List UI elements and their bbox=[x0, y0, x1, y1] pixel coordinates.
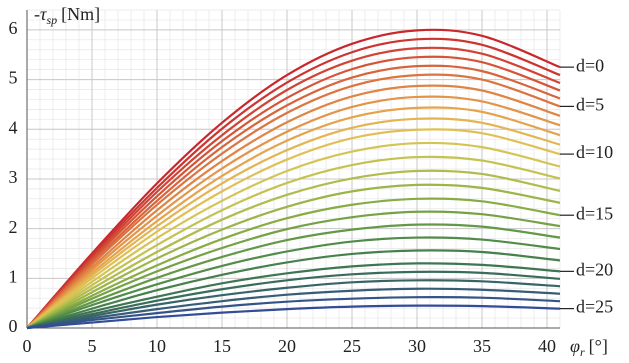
series-line bbox=[26, 128, 561, 329]
series-line bbox=[26, 279, 561, 330]
y-label-unit: [Nm] bbox=[61, 4, 100, 24]
series-label: d=0 bbox=[576, 55, 604, 75]
series-line bbox=[26, 141, 561, 329]
series-line bbox=[26, 106, 561, 329]
y-tick-label: 5 bbox=[9, 68, 18, 88]
series-line bbox=[26, 37, 561, 329]
x-tick-label: 10 bbox=[148, 336, 166, 356]
series-line bbox=[26, 183, 561, 329]
y-tick-label: 1 bbox=[9, 266, 18, 286]
y-label-symbol: -τ bbox=[34, 4, 47, 24]
y-tick-label: 6 bbox=[9, 18, 18, 38]
series-line bbox=[26, 28, 561, 329]
x-tick-label: 15 bbox=[213, 336, 231, 356]
series-line bbox=[26, 304, 561, 330]
y-tick-label: 2 bbox=[9, 217, 18, 237]
series-line bbox=[26, 117, 561, 329]
series-line bbox=[26, 95, 561, 329]
x-tick-label: 5 bbox=[88, 336, 97, 356]
series-line bbox=[26, 223, 561, 330]
series-label: d=25 bbox=[576, 297, 613, 317]
x-tick-label: 25 bbox=[343, 336, 361, 356]
series-label: d=10 bbox=[576, 142, 613, 162]
series-line bbox=[26, 46, 561, 329]
series-line bbox=[26, 55, 561, 329]
x-tick-label: 0 bbox=[23, 336, 32, 356]
series-line bbox=[26, 236, 561, 330]
series-line bbox=[26, 155, 561, 329]
y-label-subscript: sp bbox=[46, 13, 57, 27]
series-line bbox=[26, 84, 561, 329]
series-line bbox=[26, 64, 561, 329]
series-line bbox=[26, 262, 561, 330]
series-label: d=20 bbox=[576, 259, 613, 279]
series-line bbox=[26, 249, 561, 330]
series-label: d=15 bbox=[576, 203, 613, 223]
series-line bbox=[26, 169, 561, 329]
series-line bbox=[26, 296, 561, 330]
x-tick-label: 30 bbox=[408, 336, 426, 356]
x-label-unit: [°] bbox=[589, 336, 608, 356]
x-label-subscript: r bbox=[580, 345, 585, 359]
x-tick-label: 20 bbox=[278, 336, 296, 356]
y-tick-label: 4 bbox=[9, 117, 18, 137]
series-line bbox=[26, 270, 561, 330]
series-line bbox=[26, 287, 561, 330]
y-tick-label: 3 bbox=[9, 167, 18, 187]
series-label: d=5 bbox=[576, 95, 604, 115]
y-tick-label: 0 bbox=[9, 316, 18, 336]
series-line bbox=[26, 210, 561, 330]
x-label-symbol: φ bbox=[570, 336, 580, 356]
series-line bbox=[26, 197, 561, 329]
x-axis-label: φr [°] bbox=[570, 336, 608, 359]
series-line bbox=[26, 73, 561, 329]
x-tick-label: 35 bbox=[473, 336, 491, 356]
x-tick-label: 40 bbox=[538, 336, 556, 356]
y-axis-label: -τsp [Nm] bbox=[34, 4, 100, 27]
